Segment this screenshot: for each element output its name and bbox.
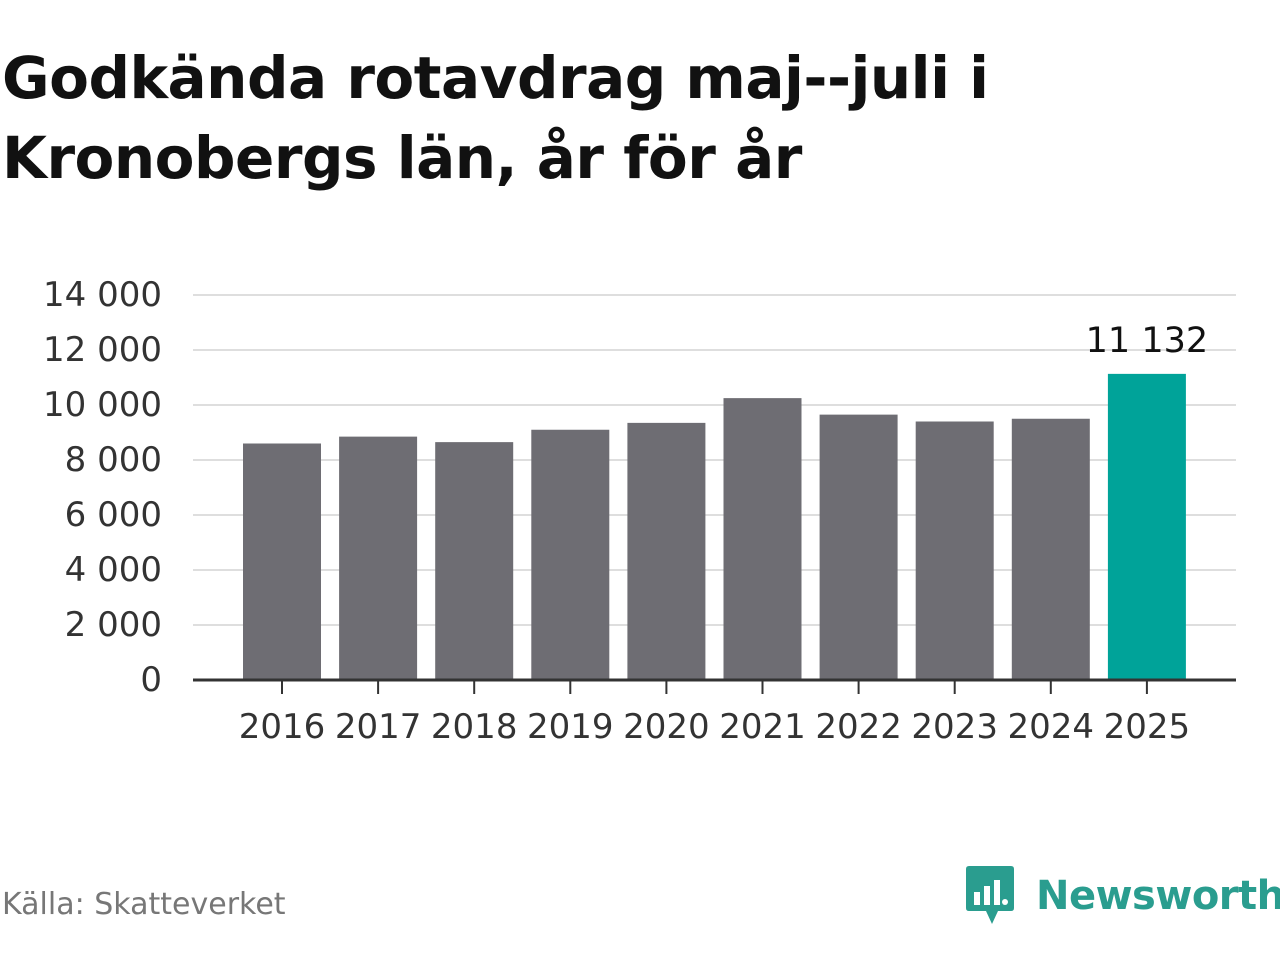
x-tick-label: 2019 (527, 707, 614, 747)
x-tick-label: 2023 (911, 707, 998, 747)
y-tick-label: 8 000 (65, 440, 162, 480)
x-tick-label: 2025 (1104, 707, 1191, 747)
y-tick-label: 2 000 (65, 605, 162, 645)
x-tick-label: 2021 (719, 707, 806, 747)
bar-2025 (1107, 373, 1186, 680)
x-tick-label: 2017 (335, 707, 422, 747)
y-tick-label: 6 000 (65, 495, 162, 535)
data-label: 11 132 (1086, 321, 1208, 361)
tick-labels: 0 2 000 4 000 6 000 8 000 10 000 12 000 14 000 2… (43, 275, 1208, 747)
bar-2021 (723, 398, 802, 680)
y-tick-label: 12 000 (43, 330, 162, 370)
bar-2022 (819, 414, 898, 680)
chart-title: Godkända rotavdrag maj--juli i Kronoberg… (2, 44, 989, 192)
bar-2020 (627, 422, 706, 680)
y-tick-label: 14 000 (43, 275, 162, 315)
bar-2024 (1011, 418, 1090, 680)
x-axis (193, 678, 1236, 694)
bar-2023 (915, 421, 994, 680)
newsworthy-logo-icon (966, 866, 1014, 924)
bar-2016 (243, 443, 321, 680)
brand-logo[interactable]: Newsworthy (964, 864, 1280, 928)
brand-name: Newsworthy (1036, 873, 1280, 919)
y-tick-label: 10 000 (43, 385, 162, 425)
x-tick-label: 2022 (815, 707, 902, 747)
bar-2017 (339, 436, 418, 680)
source-note: Källa: Skatteverket (2, 887, 286, 922)
bar-2019 (531, 429, 610, 680)
bars (243, 373, 1186, 680)
x-tick-label: 2020 (623, 707, 710, 747)
y-tick-label: 4 000 (65, 550, 162, 590)
x-tick-label: 2018 (431, 707, 518, 747)
x-tick-label: 2024 (1008, 707, 1095, 747)
x-tick-label: 2016 (239, 707, 326, 747)
y-tick-label: 0 (140, 660, 162, 700)
bar-2018 (435, 442, 514, 680)
